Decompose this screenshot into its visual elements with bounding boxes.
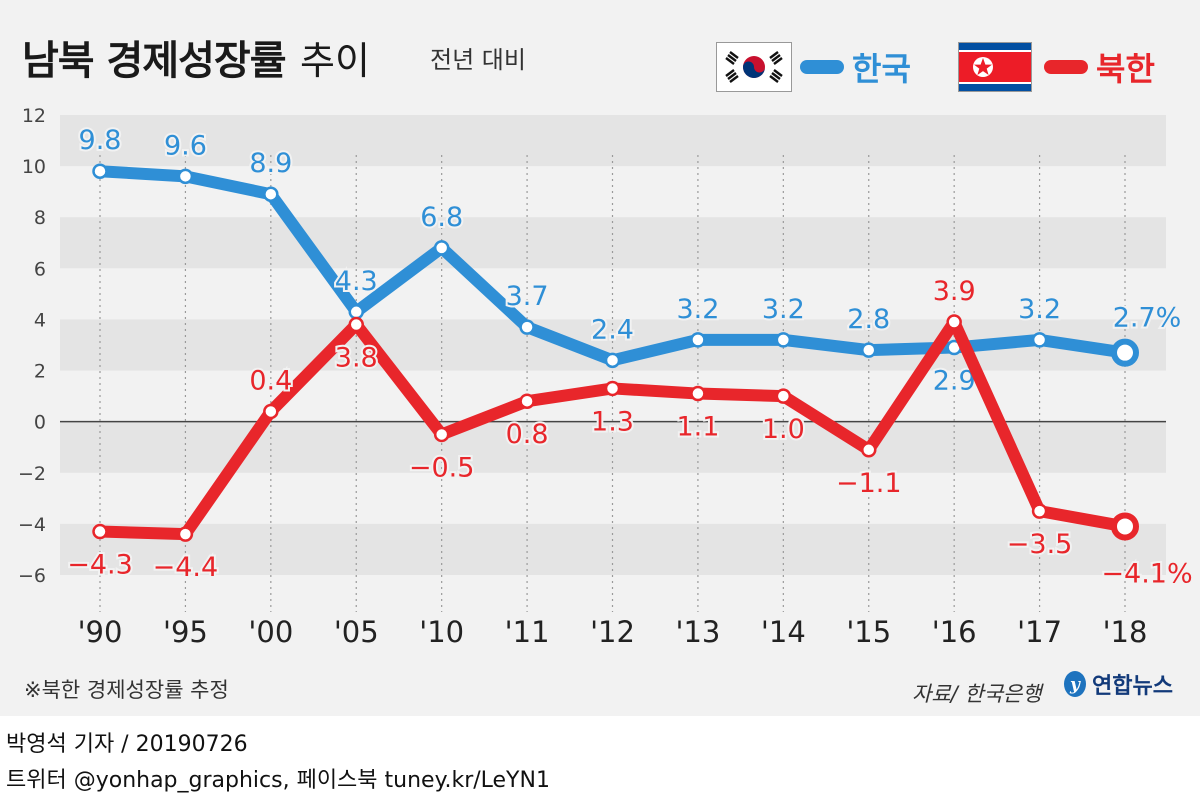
grid-band <box>60 217 1166 269</box>
x-tick-label: '16 <box>932 615 977 649</box>
x-tick-label: '13 <box>675 615 720 649</box>
data-point <box>177 526 194 542</box>
chart-subtitle: 전년 대비 <box>430 46 526 74</box>
data-point <box>519 319 535 335</box>
legend-south-label: 한국 <box>852 50 911 88</box>
data-label: 2.7% <box>1113 303 1182 334</box>
data-point <box>861 442 877 458</box>
grid-band <box>60 115 1166 167</box>
data-label: 9.6 <box>164 130 207 161</box>
data-point <box>433 240 450 256</box>
x-tick-label: '12 <box>590 615 635 649</box>
data-label: 8.9 <box>249 148 292 179</box>
data-point <box>1031 503 1048 519</box>
data-label: −4.3 <box>67 550 133 581</box>
data-point <box>92 163 108 179</box>
y-tick-label: 8 <box>34 207 46 229</box>
x-tick-label: '90 <box>78 615 123 649</box>
data-point <box>433 426 450 443</box>
data-point <box>1031 332 1048 348</box>
line-chart: 12 10 8 6 4 2 0 −2 −4 −6 '90 '95 '00 '05 '10 '11 '12 '13 '… <box>18 105 1195 649</box>
data-label: 9.8 <box>79 125 122 156</box>
data-label: −0.5 <box>409 452 475 483</box>
y-tick-label: 4 <box>34 309 46 331</box>
x-tick-label: '18 <box>1103 615 1148 649</box>
chart-title-suffix: 추이 <box>300 39 370 83</box>
data-label: 4.3 <box>335 266 378 297</box>
data-point <box>1111 512 1139 541</box>
data-point <box>263 403 279 420</box>
data-point <box>604 352 621 369</box>
y-tick-label: −4 <box>18 514 46 536</box>
data-point <box>177 168 194 185</box>
data-label: 2.4 <box>591 314 634 345</box>
data-label: 2.8 <box>847 304 890 335</box>
x-tick-label: '00 <box>248 615 293 649</box>
y-tick-label: 2 <box>34 361 46 383</box>
data-label: 3.9 <box>933 276 976 307</box>
data-point <box>1111 338 1139 367</box>
data-label: 0.8 <box>506 419 549 450</box>
x-tick-label: '17 <box>1017 615 1062 649</box>
data-point <box>775 388 792 404</box>
x-tick-label: '14 <box>761 615 806 649</box>
data-label: 1.3 <box>591 406 634 437</box>
data-point <box>519 393 535 409</box>
legend-north-label: 북한 <box>1096 50 1155 88</box>
chart-title: 남북 경제성장률 <box>22 38 287 84</box>
x-tick-label: '10 <box>419 615 464 649</box>
y-tick-label: 10 <box>22 156 46 178</box>
north-korea-flag-icon <box>958 42 1032 92</box>
yonhap-logo-text: 연합뉴스 <box>1092 674 1173 699</box>
data-label: 1.0 <box>762 414 805 445</box>
y-tick-label: −6 <box>18 565 46 587</box>
x-tick-label: '05 <box>334 615 379 649</box>
south-korea-flag-icon <box>716 42 792 92</box>
data-label: 3.8 <box>335 343 378 374</box>
data-label: −4.1% <box>1101 558 1192 589</box>
data-label: −4.4 <box>153 552 219 583</box>
y-tick-label: 0 <box>34 412 46 434</box>
data-label: 3.2 <box>762 294 805 325</box>
y-tick-label: 12 <box>22 105 46 127</box>
legend-north: 북한 <box>1044 44 1155 90</box>
data-label: 6.8 <box>420 202 463 233</box>
yonhap-logo-icon: y <box>1064 671 1086 697</box>
footnote: ※북한 경제성장률 추정 <box>24 678 229 702</box>
data-label: 1.1 <box>676 412 719 443</box>
social-credit: 트위터 @yonhap_graphics, 페이스북 tuney.kr/LeYN… <box>6 768 550 793</box>
data-point <box>946 314 962 330</box>
grid-band <box>60 523 1166 575</box>
x-tick-label: '15 <box>846 615 891 649</box>
legend-south-swatch <box>800 60 844 74</box>
data-point <box>263 186 279 202</box>
data-point <box>775 332 792 348</box>
data-point <box>348 316 364 333</box>
data-point <box>604 380 621 397</box>
data-label: 3.2 <box>1018 294 1061 325</box>
source-note: 자료/ 한국은행 <box>912 682 1042 706</box>
data-label: −3.5 <box>1007 529 1073 560</box>
yonhap-logo: y 연합뉴스 <box>1062 668 1173 700</box>
data-point <box>348 304 364 320</box>
data-point <box>861 342 877 358</box>
data-label: −1.1 <box>836 468 902 499</box>
svg-text:y: y <box>1069 675 1081 695</box>
x-tick-label: '11 <box>505 615 550 649</box>
data-label: 2.9 <box>933 366 976 397</box>
data-label: 0.4 <box>249 365 292 396</box>
legend-south: 한국 <box>800 44 911 90</box>
reporter-credit: 박영석 기자 / 20190726 <box>6 732 248 757</box>
legend-north-swatch <box>1044 60 1088 74</box>
data-point <box>690 385 706 402</box>
y-tick-label: −2 <box>18 463 46 485</box>
data-label: 3.7 <box>506 281 549 312</box>
y-tick-label: 6 <box>34 258 46 280</box>
x-tick-label: '95 <box>163 615 208 649</box>
data-label: 3.2 <box>676 294 719 325</box>
data-point <box>92 523 108 540</box>
data-point <box>690 332 706 348</box>
